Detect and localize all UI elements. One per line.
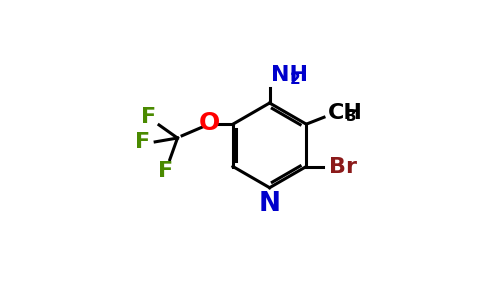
Text: NH: NH: [271, 64, 308, 85]
Text: O: O: [199, 111, 220, 135]
Text: N: N: [258, 191, 281, 217]
Text: F: F: [158, 161, 173, 181]
Text: F: F: [141, 107, 156, 127]
Text: F: F: [136, 132, 151, 152]
Text: 3: 3: [346, 109, 356, 124]
Text: CH: CH: [328, 103, 363, 123]
Text: Br: Br: [330, 157, 357, 176]
Text: 2: 2: [289, 72, 301, 87]
